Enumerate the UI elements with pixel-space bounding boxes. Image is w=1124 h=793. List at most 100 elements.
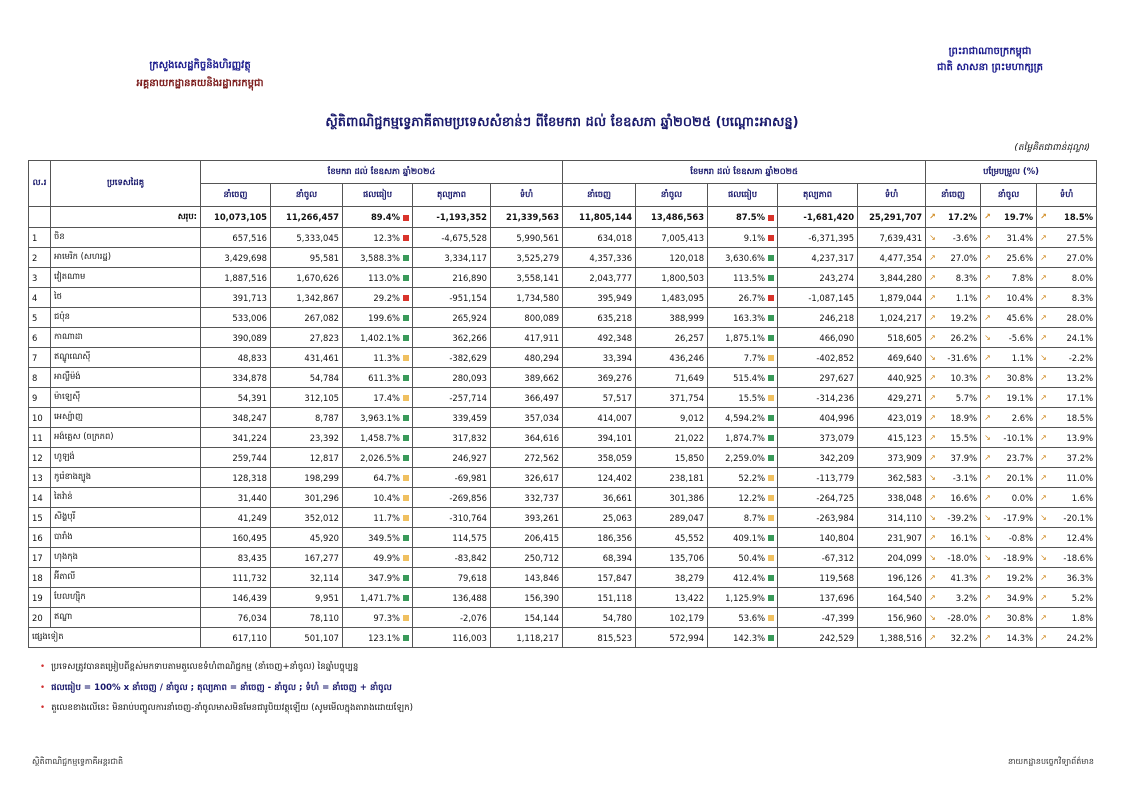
cell-value: 243,274 bbox=[819, 272, 855, 283]
balance-marker bbox=[768, 375, 775, 381]
trend-arrow: ↗ bbox=[984, 592, 991, 602]
cell: 635,218 bbox=[562, 307, 637, 328]
balance-marker bbox=[768, 595, 775, 601]
trend-arrow: ↗ bbox=[984, 452, 991, 462]
cell: ↗ 36.3% bbox=[1036, 567, 1098, 588]
cell-value: 393,261 bbox=[524, 512, 560, 523]
cell-value: -1,087,145 bbox=[808, 292, 855, 303]
cell: 12,817 bbox=[270, 447, 343, 468]
cell-value: 52.2% bbox=[738, 472, 766, 483]
trend-arrow: ↘ bbox=[929, 552, 936, 562]
cell-value: -83,842 bbox=[454, 552, 487, 563]
cell-value: 342,209 bbox=[819, 452, 855, 463]
cell-value: 27.5% bbox=[1066, 232, 1094, 243]
cell: 2,259.0% bbox=[707, 447, 779, 468]
cell-value: -310,764 bbox=[449, 512, 487, 523]
cell-value: 431,461 bbox=[304, 352, 339, 363]
cell-value: -6,371,395 bbox=[808, 232, 855, 243]
trade-table: ល.រ ប្រទេសដៃគូ ខែមករា ដល់ ខែឧសភា ឆ្នាំ២០២៤… bbox=[28, 160, 1098, 648]
cell: ↗ 17.1% bbox=[1036, 387, 1098, 408]
cell-value: 373,909 bbox=[887, 452, 923, 463]
row-no: 7 bbox=[28, 347, 51, 368]
data-row: 3 វៀតណាម 1,887,516 1,670,626 113.0% 216,890 3,… bbox=[28, 267, 1098, 288]
cell: 518,605 bbox=[857, 327, 927, 348]
cell: 259,744 bbox=[200, 447, 271, 468]
trend-arrow: ↗ bbox=[929, 432, 936, 442]
cell: 492,348 bbox=[562, 327, 637, 348]
cell-value: 142.3% bbox=[733, 632, 766, 643]
cell-value: 34.9% bbox=[1006, 592, 1034, 603]
cell-value: -1,193,352 bbox=[436, 212, 487, 222]
cell-value: 572,994 bbox=[669, 632, 705, 643]
note-text: ប្រទេសត្រូវបានតម្រៀបពីខ្ពស់មកទាបតាមតួលេខ… bbox=[51, 662, 359, 672]
cell: ↘ -0.8% bbox=[980, 527, 1038, 548]
col-no: ល.រ bbox=[28, 160, 51, 207]
cell: 3,525,279 bbox=[489, 247, 564, 268]
cell: ↗ 30.8% bbox=[980, 607, 1038, 628]
cell: 135,706 bbox=[635, 547, 709, 568]
cell: 12.2% bbox=[707, 487, 779, 508]
cell-value: 8.3% bbox=[1071, 292, 1094, 303]
cell: 97.3% bbox=[342, 607, 413, 628]
cell-value: 24.2% bbox=[1066, 632, 1094, 643]
row-no: 9 bbox=[28, 387, 51, 408]
country: ឥណ្ឌូណេស៊ី bbox=[50, 347, 201, 368]
balance-marker bbox=[403, 555, 409, 561]
cell-value: -0.8% bbox=[1008, 532, 1034, 543]
cell: 4,357,336 bbox=[562, 247, 637, 268]
cell: ↗ 14.3% bbox=[980, 627, 1038, 648]
cell-value: 395,949 bbox=[597, 292, 633, 303]
cell-value: 349.5% bbox=[368, 532, 400, 543]
cell-value: 436,246 bbox=[669, 352, 705, 363]
balance-marker bbox=[768, 535, 775, 541]
cell-value: 199.6% bbox=[368, 312, 400, 323]
trend-arrow: ↘ bbox=[984, 432, 991, 442]
trend-arrow: ↗ bbox=[1040, 312, 1047, 322]
cell: -69,981 bbox=[412, 467, 491, 488]
cell: 114,575 bbox=[412, 527, 491, 548]
cell-value: 36,661 bbox=[602, 492, 633, 503]
cell: 116,003 bbox=[412, 627, 491, 648]
cell-value: 7.8% bbox=[1011, 272, 1034, 283]
cell-value: -5.6% bbox=[1008, 332, 1034, 343]
cell-value: 362,266 bbox=[452, 332, 487, 343]
cell: 1,483,095 bbox=[635, 287, 709, 308]
cell-value: 19.7% bbox=[1004, 212, 1034, 222]
cell-value: 250,712 bbox=[524, 552, 560, 563]
balance-marker bbox=[403, 495, 409, 501]
note: • ប្រទេសត្រូវបានតម្រៀបពីខ្ពស់មកទាបតាមតួលេ… bbox=[40, 662, 359, 672]
cell: 1,024,217 bbox=[857, 307, 927, 328]
cell-value: 4,357,336 bbox=[589, 252, 633, 263]
balance-marker bbox=[768, 395, 775, 401]
cell: 1,874.7% bbox=[707, 427, 779, 448]
balance-marker bbox=[403, 435, 409, 441]
cell: 1,125.9% bbox=[707, 587, 779, 608]
cell-value: -39.2% bbox=[947, 512, 978, 523]
data-row: 1 ចិន 657,516 5,333,045 12.3% -4,675,528 5,990… bbox=[28, 227, 1098, 248]
trend-arrow: ↗ bbox=[1040, 272, 1047, 282]
cell: -263,984 bbox=[777, 507, 859, 528]
trend-arrow: ↗ bbox=[984, 272, 991, 282]
cell-value: -257,714 bbox=[449, 392, 487, 403]
cell-value: -951,154 bbox=[449, 292, 487, 303]
country: អ៊ីតាលី bbox=[50, 567, 201, 588]
trend-arrow: ↗ bbox=[929, 492, 936, 502]
row-no: 10 bbox=[28, 407, 51, 428]
cell-value: 114,575 bbox=[452, 532, 487, 543]
cell: 102,179 bbox=[635, 607, 709, 628]
cell-value: 124,402 bbox=[597, 472, 633, 483]
cell: ↗ 20.1% bbox=[980, 467, 1038, 488]
cell-value: 518,605 bbox=[887, 332, 923, 343]
cell: 436,246 bbox=[635, 347, 709, 368]
cell-value: 97.3% bbox=[373, 612, 400, 623]
cell: ↗ 23.7% bbox=[980, 447, 1038, 468]
cell: 157,847 bbox=[562, 567, 637, 588]
trend-arrow: ↗ bbox=[929, 252, 936, 262]
note-text: តួលេខខាងលើនេះ មិនរាប់បញ្ចូលការនាំចេញ-នាំ… bbox=[51, 703, 413, 713]
cell-value: 163.3% bbox=[733, 312, 766, 323]
balance-marker bbox=[403, 275, 409, 281]
cell-value: 11.7% bbox=[373, 512, 400, 523]
cell: 373,909 bbox=[857, 447, 927, 468]
row-no: 14 bbox=[28, 487, 51, 508]
